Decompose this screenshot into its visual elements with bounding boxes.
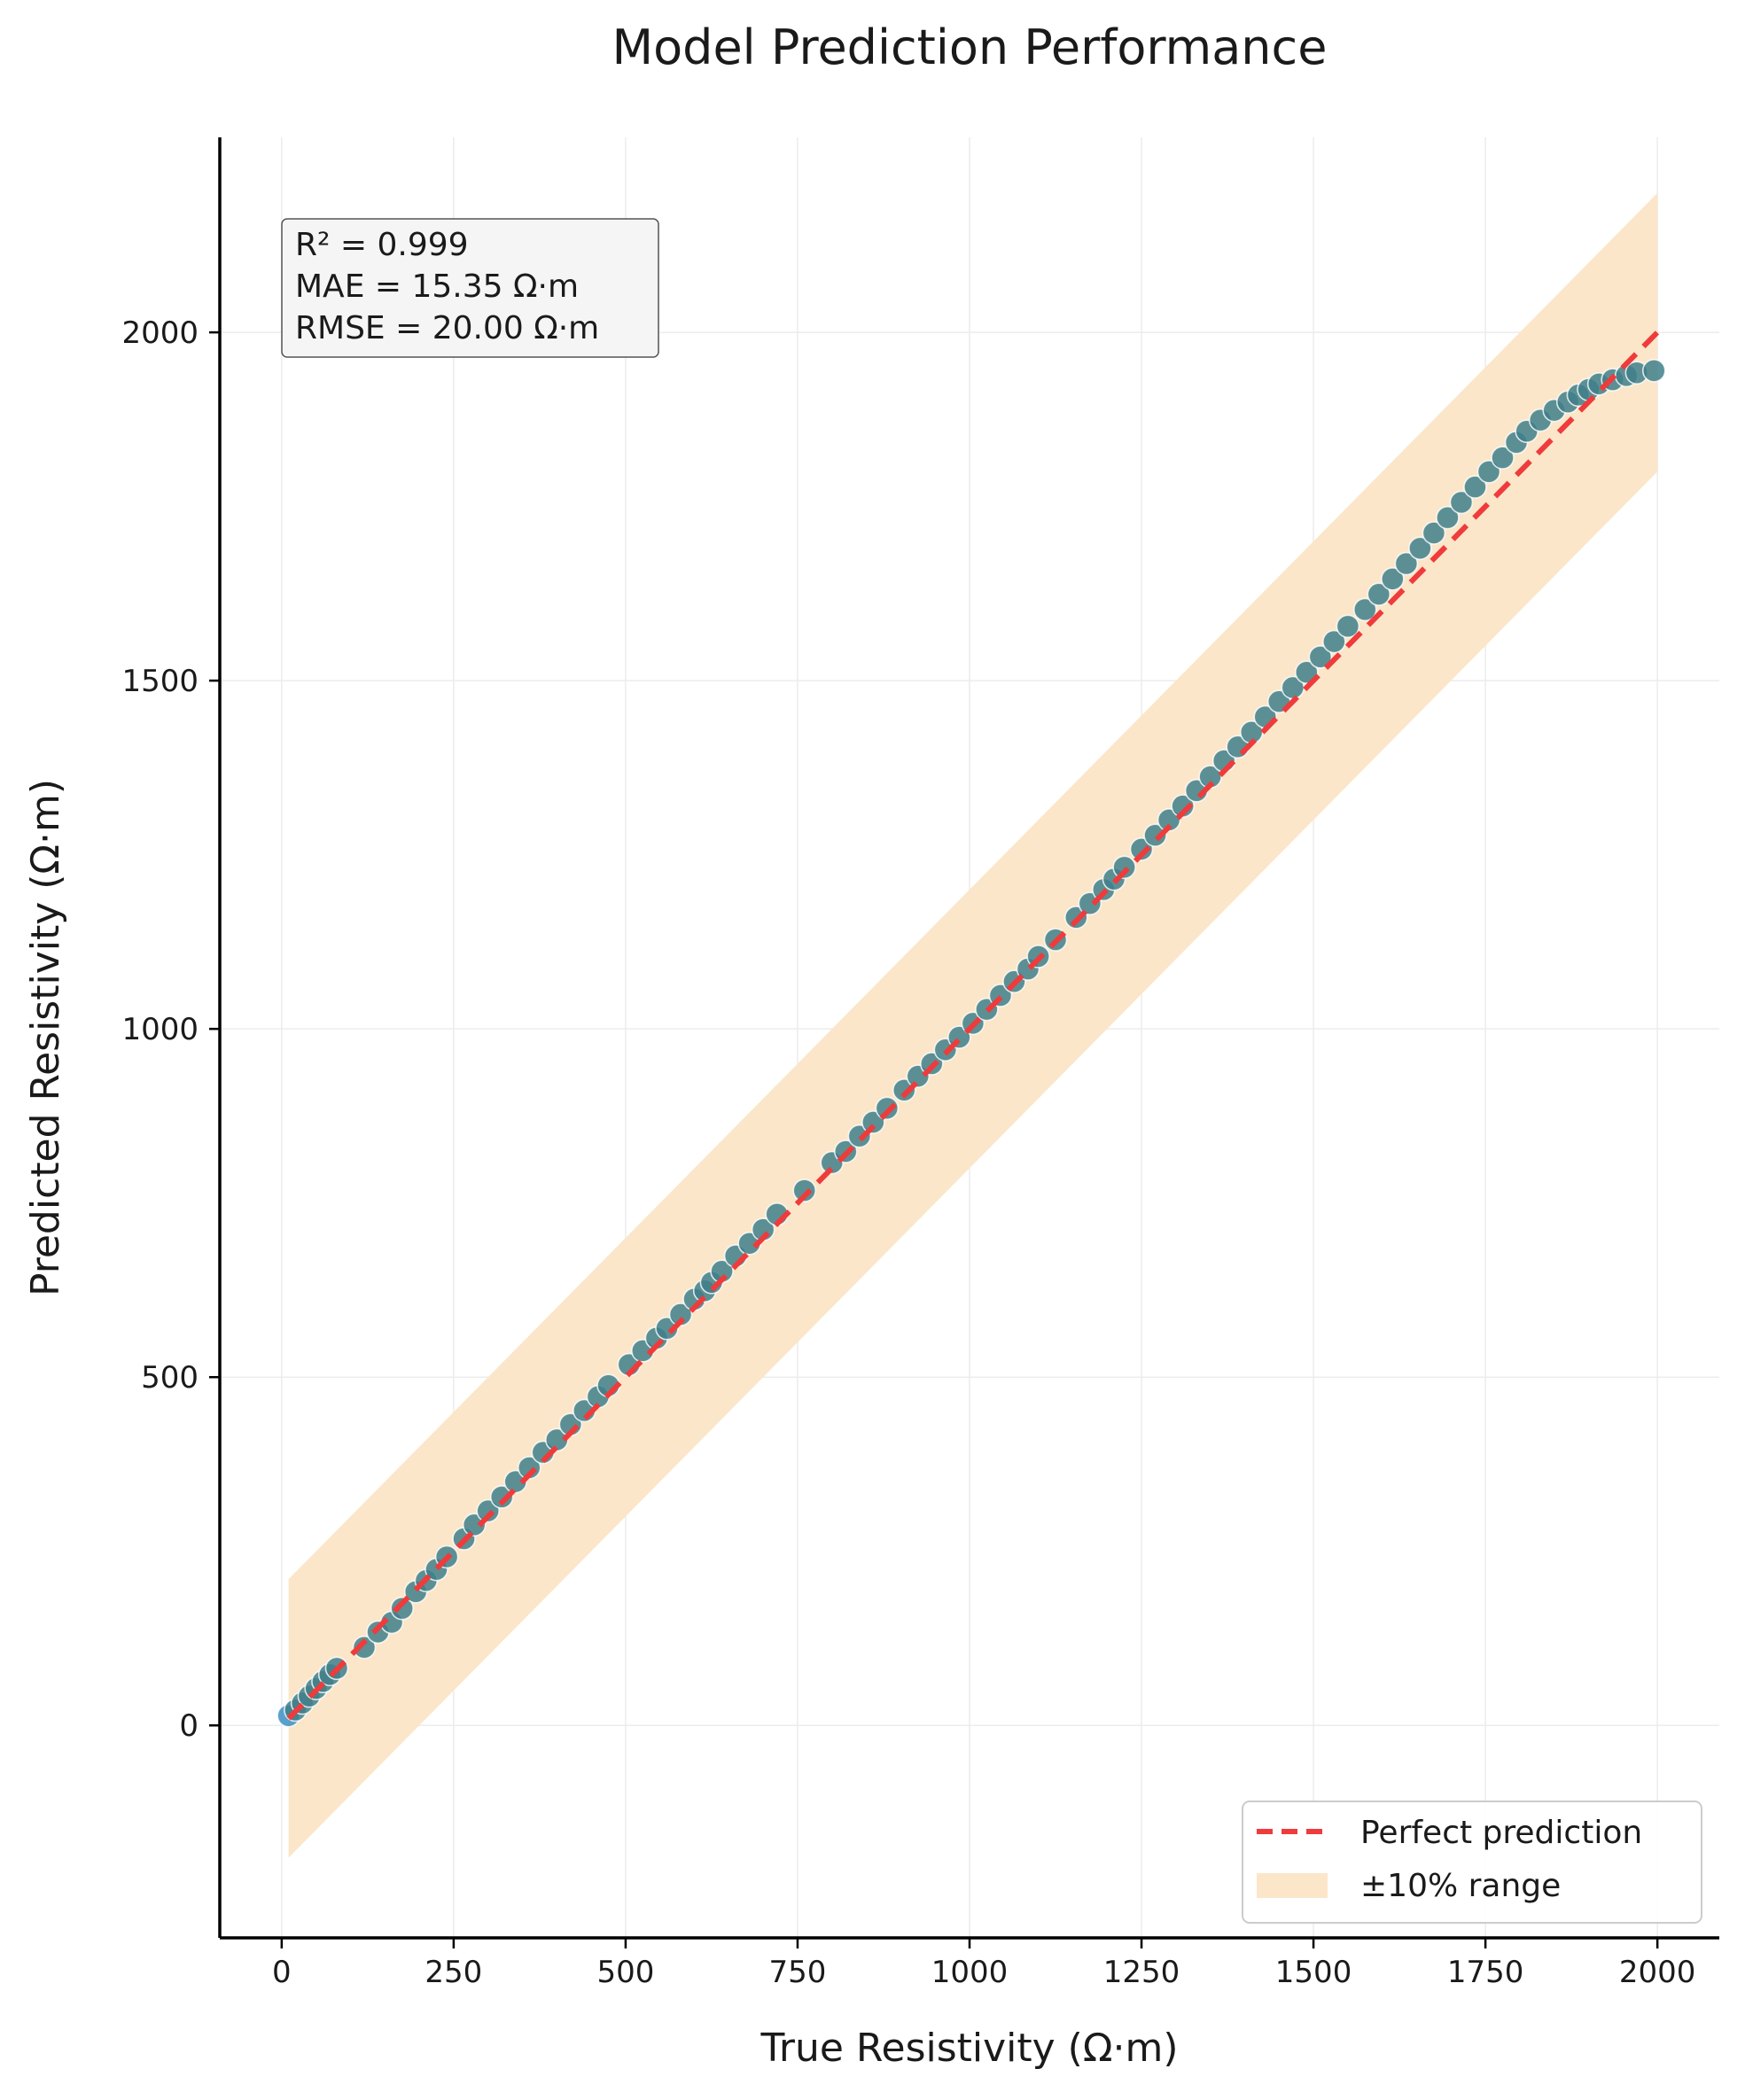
x-axis-ticks: 0 250 500 750 1000 1250 1500 1750 2000 — [272, 1938, 1695, 1990]
x-tick-label-1: 250 — [425, 1955, 482, 1990]
data-point-81 — [1367, 582, 1391, 606]
y-tick-label-2: 1000 — [121, 1012, 199, 1047]
stats-rmse: RMSE = 20.00 Ω·m — [295, 310, 599, 346]
data-point-23 — [545, 1427, 569, 1452]
data-point-21 — [517, 1456, 541, 1480]
legend-perfect-label: Perfect prediction — [1360, 1815, 1642, 1851]
data-point-86 — [1436, 505, 1460, 530]
y-axis-label: Predicted Resistivity (Ω·m) — [23, 779, 68, 1296]
x-tick-label-4: 1000 — [931, 1955, 1009, 1990]
data-point-11 — [390, 1596, 414, 1621]
data-point-77 — [1308, 645, 1333, 669]
chart-title: Model Prediction Performance — [612, 19, 1328, 75]
data-point-88 — [1463, 475, 1487, 499]
stats-box-frame — [281, 218, 659, 358]
legend-band-swatch — [1257, 1873, 1328, 1898]
data-point-83 — [1394, 551, 1419, 576]
data-point-76 — [1295, 660, 1319, 685]
data-point-65 — [1143, 823, 1167, 847]
y-tick-label-4: 2000 — [121, 315, 199, 351]
data-point-80 — [1352, 597, 1377, 622]
data-point-87 — [1449, 490, 1474, 515]
data-point-102 — [1641, 359, 1666, 383]
data-point-19 — [489, 1485, 514, 1509]
legend-frame — [1242, 1801, 1702, 1924]
legend: Perfect prediction ±10% range — [1242, 1801, 1702, 1924]
y-axis-ticks: 0 500 1000 1500 2000 — [121, 315, 220, 1744]
x-axis-label: True Resistivity (Ω·m) — [760, 2026, 1178, 2071]
y-tick-label-1: 500 — [141, 1360, 199, 1396]
y-tick-label-0: 0 — [179, 1708, 199, 1744]
y-tick-label-3: 1500 — [121, 664, 199, 699]
x-tick-label-0: 0 — [272, 1955, 292, 1990]
data-point-41 — [792, 1178, 817, 1202]
data-point-82 — [1381, 567, 1405, 591]
data-point-63 — [1112, 855, 1136, 880]
x-tick-label-7: 1750 — [1447, 1955, 1524, 1990]
data-point-32 — [668, 1303, 693, 1326]
data-point-8 — [352, 1635, 377, 1660]
stats-mae: MAE = 15.35 Ω·m — [295, 268, 579, 305]
data-point-46 — [875, 1096, 900, 1121]
data-point-79 — [1336, 614, 1360, 639]
x-tick-label-2: 500 — [596, 1955, 654, 1990]
data-point-67 — [1171, 794, 1195, 818]
perfect-prediction-line — [286, 330, 1660, 1721]
x-tick-label-8: 2000 — [1619, 1955, 1696, 1990]
data-point-90 — [1491, 446, 1515, 470]
x-tick-label-5: 1250 — [1103, 1955, 1180, 1990]
data-point-78 — [1322, 629, 1346, 654]
stats-box: R² = 0.999 MAE = 15.35 Ω·m RMSE = 20.00 … — [281, 218, 659, 358]
perfect-line-layer — [286, 330, 1660, 1721]
legend-band-label: ±10% range — [1360, 1868, 1561, 1904]
x-tick-label-3: 750 — [769, 1955, 827, 1990]
x-tick-label-6: 1500 — [1275, 1955, 1352, 1990]
data-point-84 — [1408, 536, 1432, 561]
data-point-85 — [1422, 521, 1446, 545]
stats-r2: R² = 0.999 — [295, 227, 469, 263]
